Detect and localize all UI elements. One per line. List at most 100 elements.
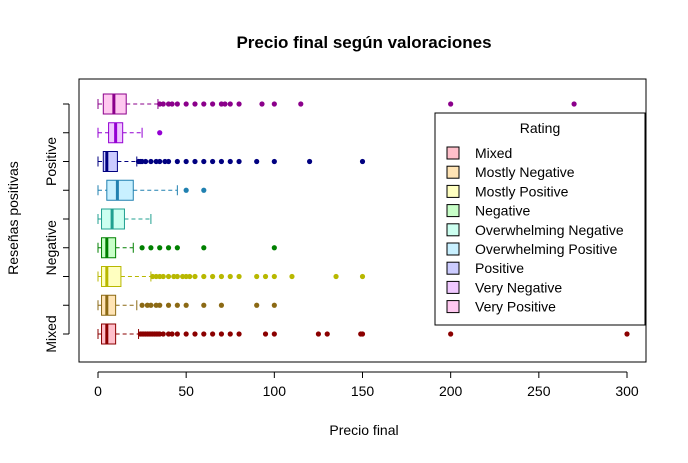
iqr-box [101, 323, 117, 345]
outlier-point [271, 302, 277, 308]
x-axis-label: Precio final [329, 422, 398, 438]
outlier-point [201, 331, 207, 337]
legend-label: Mixed [475, 145, 512, 161]
legend-entry: Mostly Negative [446, 164, 575, 180]
outlier-point [183, 187, 189, 193]
x-tick-label: 250 [527, 383, 551, 399]
outlier-point [174, 101, 180, 107]
outlier-point [359, 158, 366, 165]
outlier-point [157, 302, 163, 308]
legend-label: Very Positive [475, 299, 556, 315]
iqr-box [101, 237, 117, 259]
box-negative [97, 237, 277, 259]
outlier-point [192, 273, 198, 280]
outlier-point [183, 158, 189, 165]
outlier-point [201, 273, 207, 280]
legend-swatch [446, 261, 460, 275]
outlier-point [324, 331, 330, 337]
y-tick-label: Positive [43, 137, 59, 186]
outlier-point [157, 245, 163, 251]
legend-entry: Overwhelming Positive [446, 241, 618, 257]
legend-entry: Mostly Positive [446, 183, 569, 199]
iqr-box [101, 266, 122, 287]
outlier-point [183, 101, 189, 107]
legend-label: Mostly Positive [475, 183, 569, 199]
outlier-point [192, 101, 198, 107]
outlier-point [169, 101, 175, 107]
outlier-point [192, 331, 198, 337]
outlier-point [169, 331, 175, 337]
outlier-point [165, 245, 172, 251]
outlier-point [183, 302, 189, 308]
x-tick-label: 300 [615, 383, 639, 399]
box-positive [97, 151, 366, 172]
outlier-point [218, 273, 225, 280]
box-very-negative [97, 122, 163, 144]
legend-swatch [446, 204, 460, 218]
outlier-point [307, 158, 313, 165]
outlier-point [165, 302, 172, 308]
legend-swatch [446, 184, 460, 198]
box-overwhelming-negative [97, 208, 152, 230]
outlier-point [174, 302, 180, 308]
outlier-point [271, 158, 277, 165]
outlier-point [271, 245, 277, 251]
box-mostly-positive [97, 266, 366, 287]
legend-frame [434, 112, 646, 326]
x-axis: 0 50 100 150 200 250 300 [94, 371, 639, 399]
outlier-point [333, 273, 339, 280]
outlier-point [210, 158, 216, 165]
legend-entry: Very Negative [446, 279, 562, 295]
legend-entry: Very Positive [446, 299, 556, 315]
outlier-point [174, 158, 180, 165]
legend-swatch [446, 223, 460, 237]
legend-entry: Positive [446, 260, 524, 276]
outlier-point [359, 273, 366, 280]
box-very-positive [97, 93, 577, 115]
legend-entry: Negative [446, 203, 530, 219]
outlier-point [262, 331, 269, 337]
outlier-point [160, 331, 166, 337]
outlier-point [289, 273, 295, 280]
legend-label: Negative [475, 203, 530, 219]
outlier-point [165, 273, 172, 280]
outlier-point [201, 187, 207, 193]
outlier-point [148, 158, 154, 165]
outlier-point [148, 245, 154, 251]
legend-entry: Overwhelming Negative [446, 222, 624, 238]
outlier-point [254, 273, 260, 280]
outlier-point [271, 331, 277, 337]
x-tick-label: 50 [178, 383, 194, 399]
x-tick-label: 0 [94, 383, 102, 399]
outlier-point [624, 331, 630, 337]
legend-label: Overwhelming Negative [475, 222, 624, 238]
outlier-point [271, 273, 277, 280]
outlier-point [201, 245, 207, 251]
outlier-point [254, 302, 260, 308]
y-tick-label: Negative [43, 220, 59, 275]
outlier-point [254, 158, 260, 165]
outlier-point [183, 331, 189, 337]
outlier-point [315, 331, 322, 337]
outlier-point [201, 158, 207, 165]
outlier-point [210, 273, 216, 280]
legend-swatch [446, 146, 460, 160]
legend: Rating Mixed Mostly Negative Mostly Positi… [434, 112, 646, 326]
outlier-point [174, 273, 180, 280]
outlier-point [227, 101, 233, 107]
outlier-point [187, 273, 193, 280]
outlier-point [227, 158, 233, 165]
legend-label: Mostly Negative [475, 164, 575, 180]
outlier-point [359, 331, 366, 337]
outlier-point [139, 245, 145, 251]
outlier-point [201, 101, 207, 107]
outlier-point [222, 101, 228, 107]
outlier-point [192, 158, 198, 165]
outlier-point [236, 101, 242, 107]
outlier-point [157, 130, 163, 136]
outlier-point [448, 331, 454, 337]
outlier-point [139, 302, 145, 308]
legend-swatch [446, 242, 460, 256]
outlier-point [236, 158, 242, 165]
